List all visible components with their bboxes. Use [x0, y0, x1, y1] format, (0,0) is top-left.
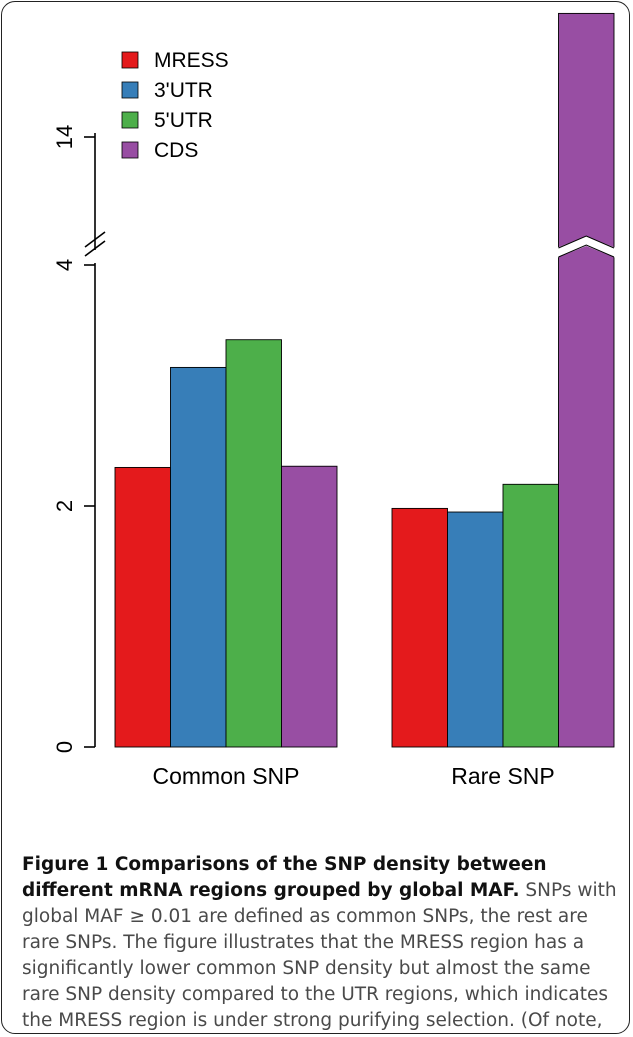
axis-break-gap [556, 236, 616, 258]
legend-swatch [121, 111, 139, 129]
axis-break-line [558, 235, 615, 249]
bar-chart: 0 2 4 14 Common SNP Rare SNP MRESS 3'UTR 5'UTR CD… [52, 12, 616, 789]
bar [114, 466, 171, 748]
caption-body: SNPs with global MAF ≥ 0.01 are defined … [22, 880, 617, 1031]
bar [170, 366, 227, 748]
legend-label: 5'UTR [154, 109, 213, 132]
x-category-label: Common SNP [153, 763, 300, 789]
legend-swatch [121, 141, 139, 159]
legend-label: CDS [154, 139, 198, 162]
y-tick-label: 14 [52, 125, 77, 149]
legend-swatch [121, 51, 139, 69]
y-tick-label: 2 [52, 500, 77, 512]
axis-break-mark-lower [84, 240, 106, 257]
bar [447, 511, 504, 748]
bar [391, 507, 448, 748]
caption-title: Figure 1 Comparisons of the SNP density … [22, 854, 547, 901]
axis-break-mark-upper [84, 231, 106, 248]
bar [502, 483, 559, 748]
x-category-label: Rare SNP [451, 763, 555, 789]
figure-caption: Figure 1 Comparisons of the SNP density … [22, 852, 622, 1033]
y-tick-label: 0 [52, 741, 77, 753]
bar [558, 12, 615, 748]
legend-label: 3'UTR [154, 79, 213, 102]
bar [225, 339, 282, 748]
y-tick-label: 4 [52, 259, 77, 271]
axis-break-line [558, 244, 615, 258]
bar [281, 465, 338, 748]
legend-swatch [121, 81, 139, 99]
legend-label: MRESS [154, 49, 229, 72]
